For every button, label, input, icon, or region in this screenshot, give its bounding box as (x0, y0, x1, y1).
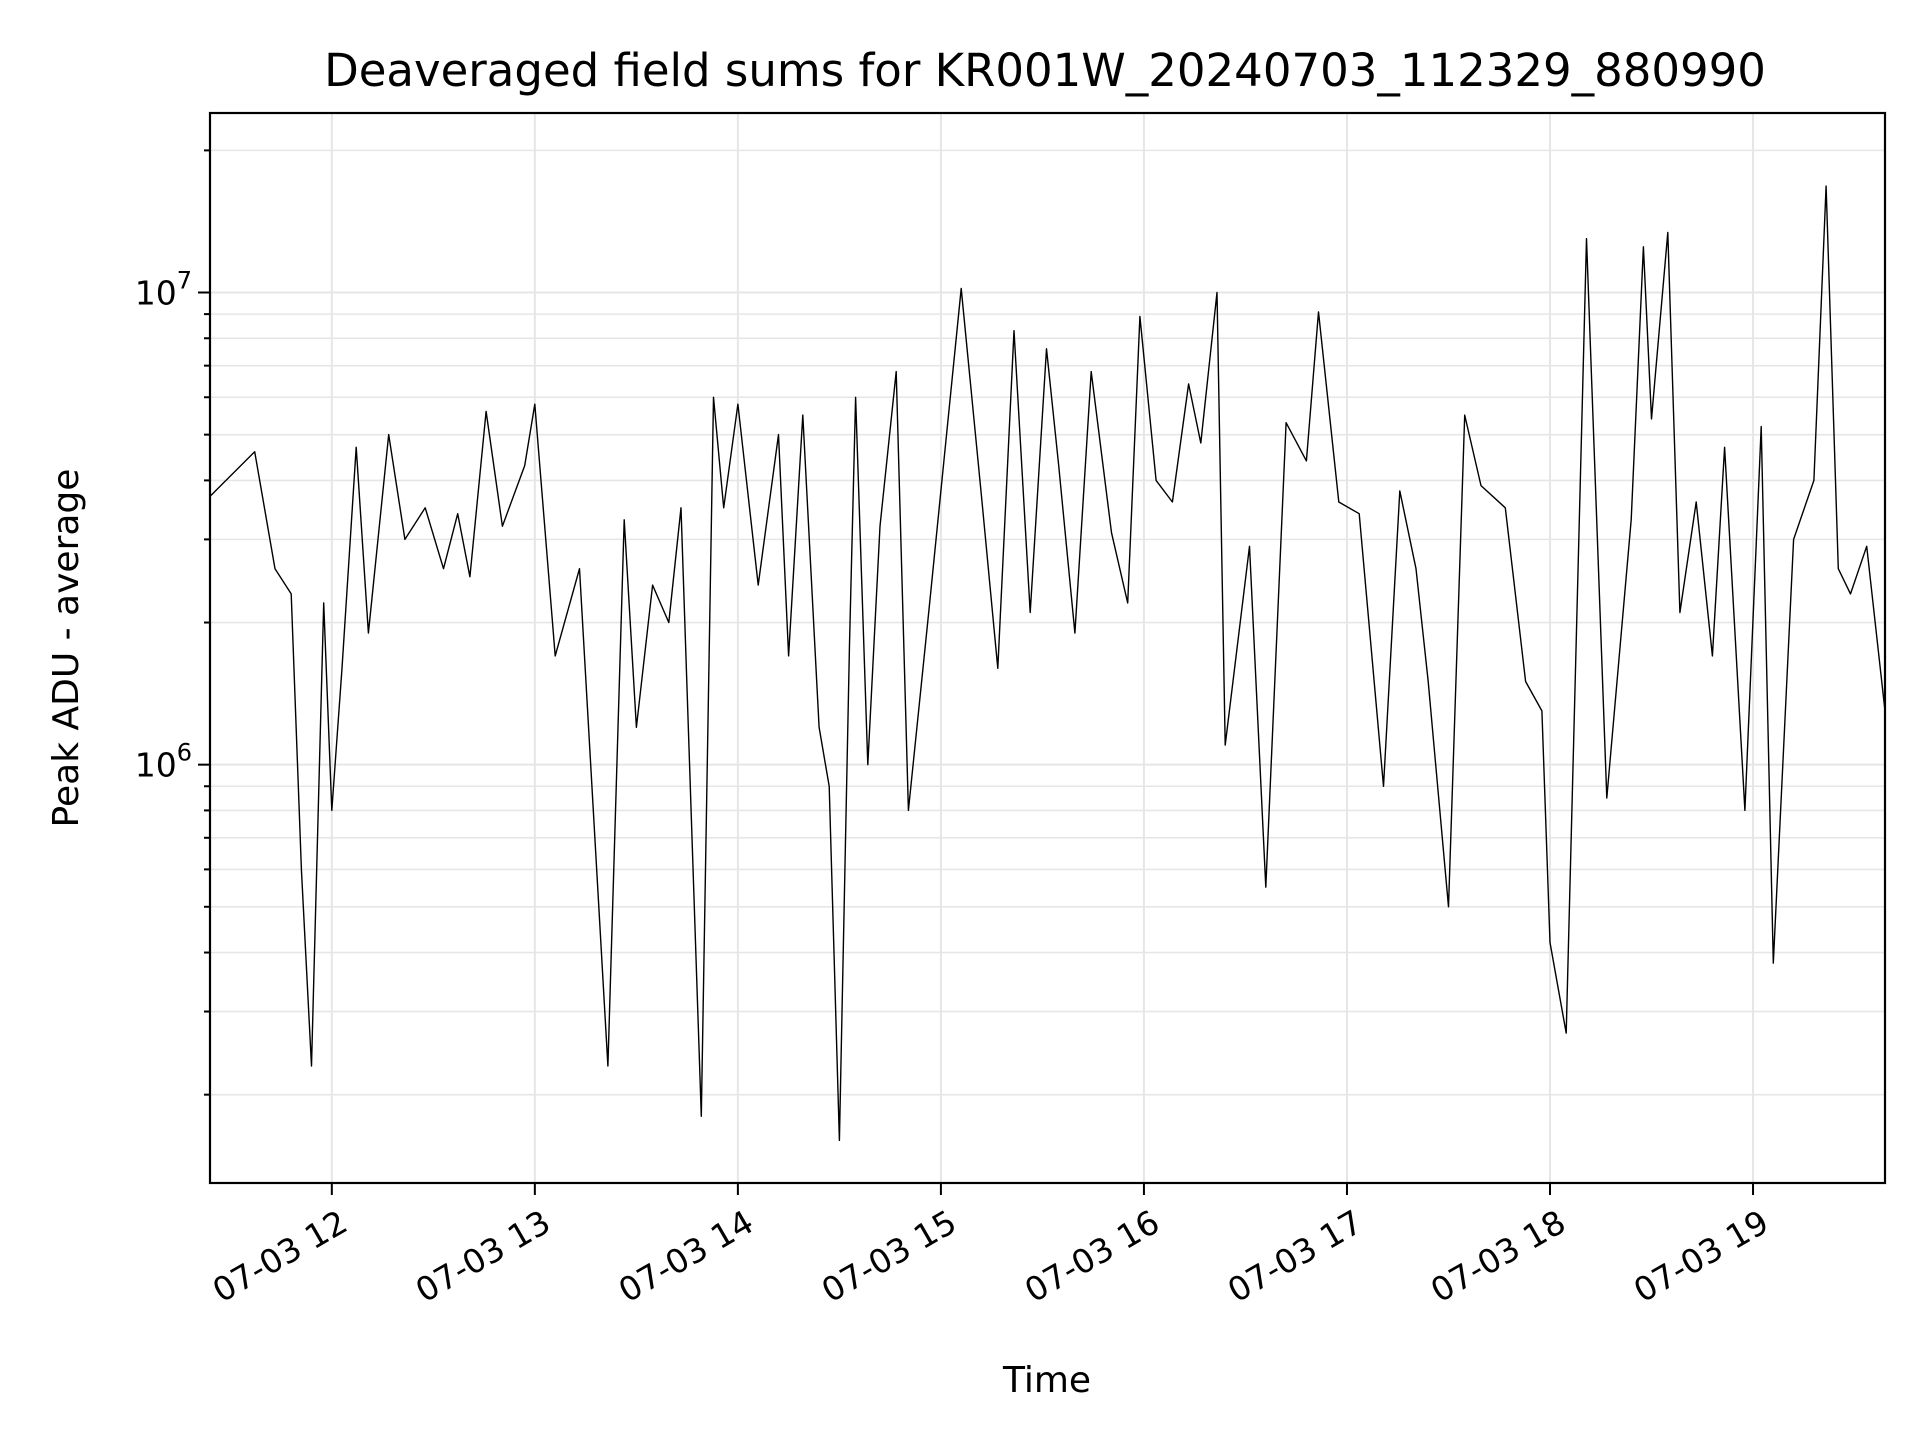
plot-frame (208, 111, 1887, 1185)
chart-title: Deaveraged field sums for KR001W_2024070… (324, 44, 1766, 97)
x-axis-label: Time (1002, 1360, 1091, 1401)
y-tick-label-exponent: 6 (177, 739, 192, 767)
plot-area (209, 185, 1886, 1142)
grid (210, 113, 1885, 1183)
y-axis-label: Peak ADU - average (46, 469, 87, 828)
series-line (209, 185, 1886, 1142)
y-tick-label-exponent: 7 (177, 267, 192, 295)
y-tick-label: 107 (135, 267, 192, 313)
y-tick-label-base: 10 (135, 274, 177, 313)
y-tick-label: 106 (135, 739, 192, 785)
y-tick-label-base: 10 (135, 746, 177, 785)
